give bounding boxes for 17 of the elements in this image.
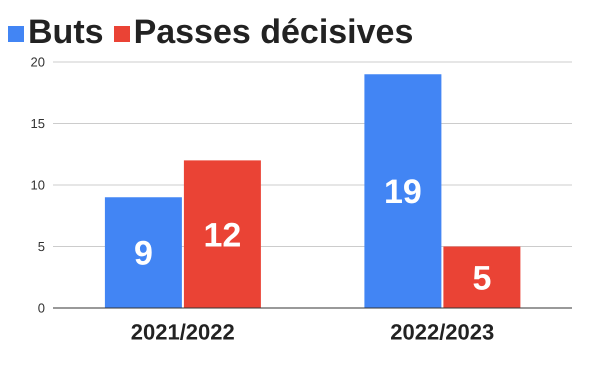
y-tick-label: 20 xyxy=(30,54,45,70)
y-tick-label: 0 xyxy=(38,300,45,316)
bar xyxy=(184,160,261,308)
y-tick-label: 10 xyxy=(30,178,45,193)
bar xyxy=(104,197,182,308)
x-tick-label: 2022/2023 xyxy=(390,320,494,345)
bar xyxy=(364,74,442,308)
y-tick-label: 5 xyxy=(38,239,45,254)
data-label: 5 xyxy=(472,259,492,298)
legend-label: Buts xyxy=(28,13,104,51)
data-label: 12 xyxy=(203,216,242,254)
legend-label: Passes décisives xyxy=(134,13,414,51)
data-label: 19 xyxy=(384,173,422,212)
y-tick-label: 15 xyxy=(30,116,45,132)
bar xyxy=(443,246,520,308)
data-label: 9 xyxy=(134,234,153,273)
x-tick-label: 2021/2022 xyxy=(130,320,235,345)
